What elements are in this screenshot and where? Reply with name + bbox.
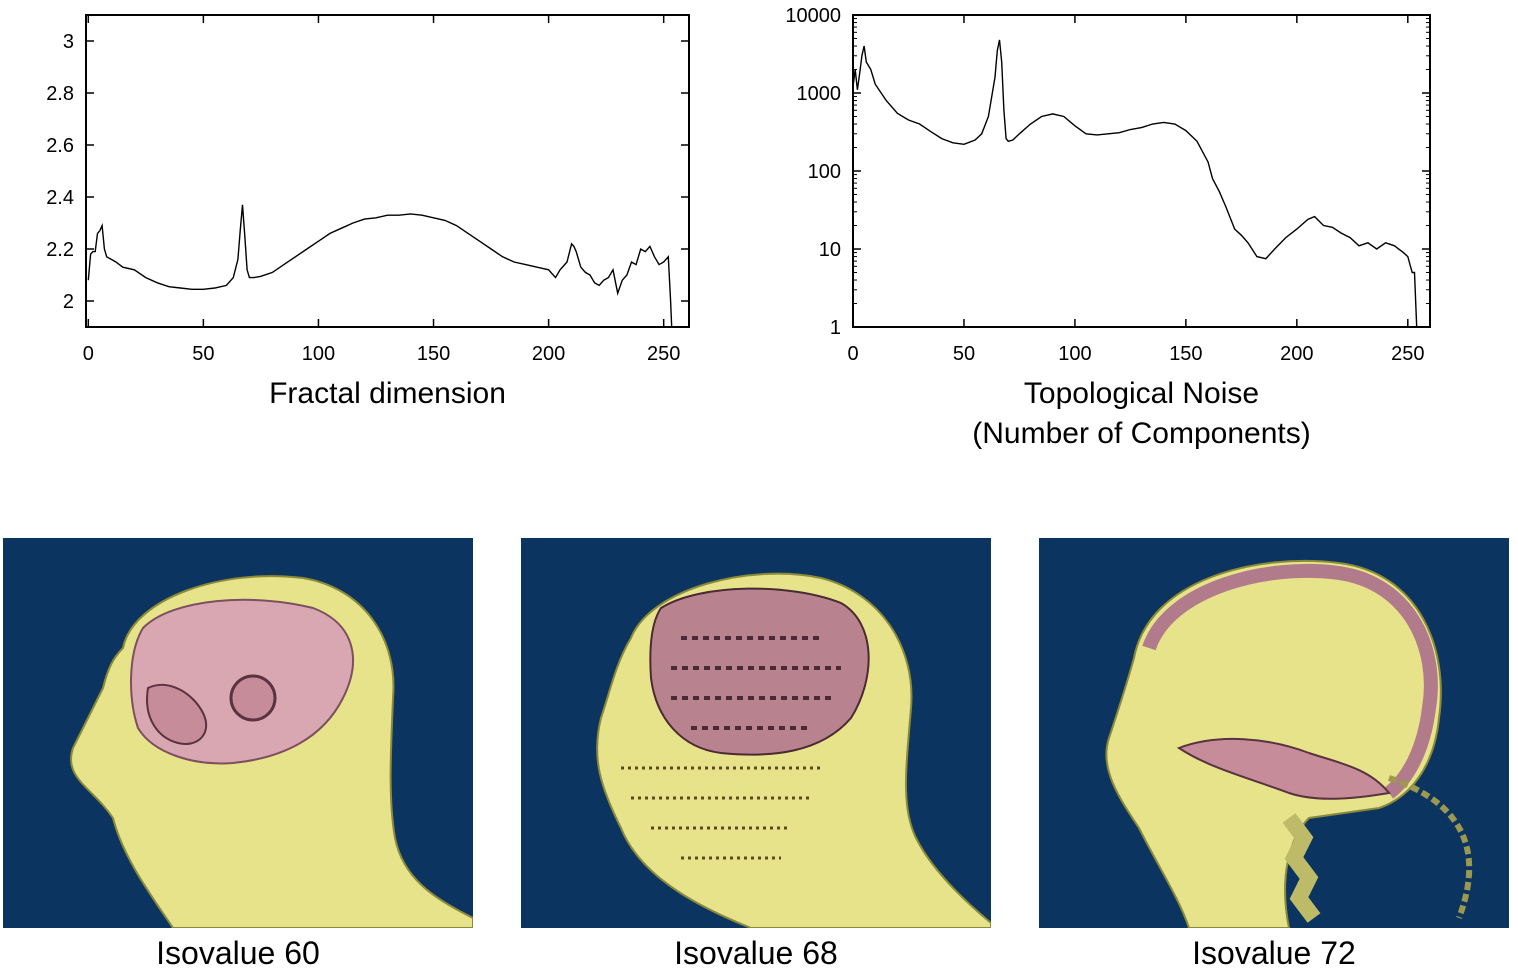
x-axis-label: Fractal dimension [269,377,506,410]
x-tick-label: 100 [1058,343,1091,365]
x-tick-label: 0 [83,343,94,365]
isovalue-60-caption: Isovalue 60 [156,935,320,971]
y-tick-label: 2 [63,291,74,313]
topological-noise-svg: 0 50 100 150 200 250 1 10 100 1000 10000 Topologica… [785,5,1431,450]
x-tick-label: 200 [532,343,565,365]
isovalue-68-render [521,538,991,928]
x-axis-label-line2: (Number of Components) [972,417,1310,450]
x-axis-label: Topological Noise [1024,377,1259,410]
x-tick-label: 50 [953,343,975,365]
y-tick-label: 3 [63,31,74,53]
plot-frame [85,14,690,328]
fractal-dimension-chart: 0 50 100 150 200 250 2 2.2 2.4 2.6 2.8 3 Fractal dim… [0,0,740,460]
isovalue-68-caption: Isovalue 68 [674,935,838,971]
x-tick-label: 250 [1391,343,1424,365]
fractal-dimension-svg: 0 50 100 150 200 250 2 2.2 2.4 2.6 2.8 3 Fractal dim… [46,14,690,410]
x-tick-label: 150 [417,343,450,365]
y-tick-label: 100 [808,161,841,183]
x-tick-label: 200 [1280,343,1313,365]
data-line-series-0 [852,39,1418,328]
topological-noise-chart: 0 50 100 150 200 250 1 10 100 1000 10000 Topologica… [760,0,1518,460]
y-tick-label: 1000 [797,83,842,105]
x-tick-label: 150 [1169,343,1202,365]
x-tick-label: 50 [192,343,214,365]
head-render-image-2 [596,572,991,928]
isovalue-72-caption: Isovalue 72 [1192,935,1356,971]
head-render-image-1 [70,575,473,928]
x-tick-label: 250 [647,343,680,365]
y-tick-label: 10 [819,239,841,261]
y-tick-label: 2.2 [46,239,74,261]
plot-frame [852,14,1431,328]
y-tick-label: 2.6 [46,135,74,157]
y-tick-label: 2.4 [46,187,74,209]
head-render-image-3 [1105,559,1473,928]
x-tick-label: 100 [302,343,335,365]
data-line-series-0 [87,204,673,328]
y-tick-label: 1 [830,317,841,339]
isovalue-72-render [1039,538,1509,928]
x-tick-label: 0 [847,343,858,365]
y-tick-label: 2.8 [46,83,74,105]
isovalue-60-render [3,538,473,928]
y-tick-label: 10000 [785,5,841,27]
